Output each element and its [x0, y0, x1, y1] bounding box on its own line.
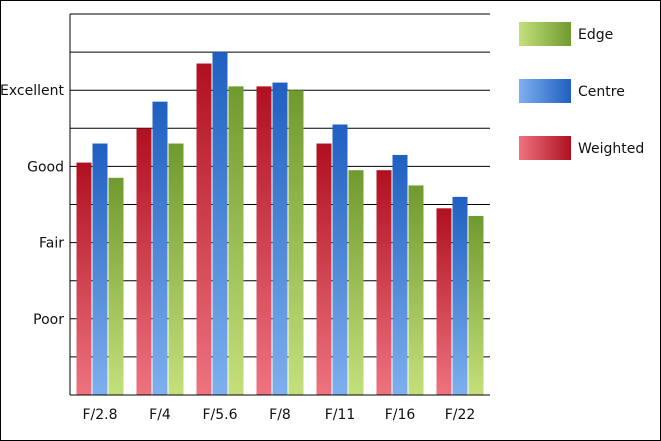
bars [76, 52, 484, 396]
bar-edge-f22 [468, 215, 484, 395]
legend-swatch-centre [519, 79, 571, 103]
x-tick-label: F/22 [445, 407, 476, 423]
bar-weighted-f28 [76, 162, 92, 395]
y-tick-label: Poor [33, 312, 64, 328]
legend-label-edge: Edge [578, 27, 613, 43]
bar-centre-f11 [332, 124, 348, 396]
x-tick-label: F/2.8 [82, 407, 117, 423]
y-tick-label: Excellent [1, 83, 65, 99]
bar-weighted-f56 [196, 63, 212, 395]
bar-weighted-f11 [316, 143, 332, 395]
x-tick-labels: F/2.8 F/4 F/5.6 F/8 F/11 F/16 F/22 [82, 407, 475, 423]
legend-swatch-edge [519, 22, 571, 46]
bar-edge-f4 [168, 143, 184, 395]
x-tick-label: F/11 [325, 407, 356, 423]
legend-label-centre: Centre [578, 84, 625, 100]
legend-label-weighted: Weighted [578, 141, 644, 157]
bar-centre-f8 [272, 82, 288, 395]
legend-swatch-weighted [519, 136, 571, 160]
bar-edge-f8 [288, 90, 304, 395]
bar-centre-f56 [212, 52, 228, 395]
bar-edge-f56 [228, 86, 244, 395]
x-tick-label: F/4 [149, 407, 171, 423]
x-tick-label: F/5.6 [202, 407, 237, 423]
y-tick-labels: Poor Fair Good Excellent [1, 83, 65, 328]
bar-weighted-f8 [256, 86, 272, 395]
bar-centre-f16 [392, 154, 408, 395]
bar-edge-f16 [408, 185, 424, 395]
x-tick-label: F/16 [385, 407, 416, 423]
y-tick-label: Good [27, 159, 64, 175]
legend: Edge Centre Weighted [519, 22, 644, 160]
bar-centre-f4 [152, 101, 168, 395]
x-tick-label: F/8 [269, 407, 291, 423]
bar-edge-f11 [348, 170, 364, 395]
axes [69, 14, 490, 396]
bar-weighted-f22 [436, 208, 452, 395]
bar-weighted-f16 [376, 170, 392, 395]
bar-centre-f28 [92, 143, 108, 395]
bar-centre-f22 [452, 196, 468, 395]
y-tick-label: Fair [39, 236, 64, 252]
bar-edge-f28 [108, 177, 124, 395]
bar-weighted-f4 [136, 128, 152, 396]
